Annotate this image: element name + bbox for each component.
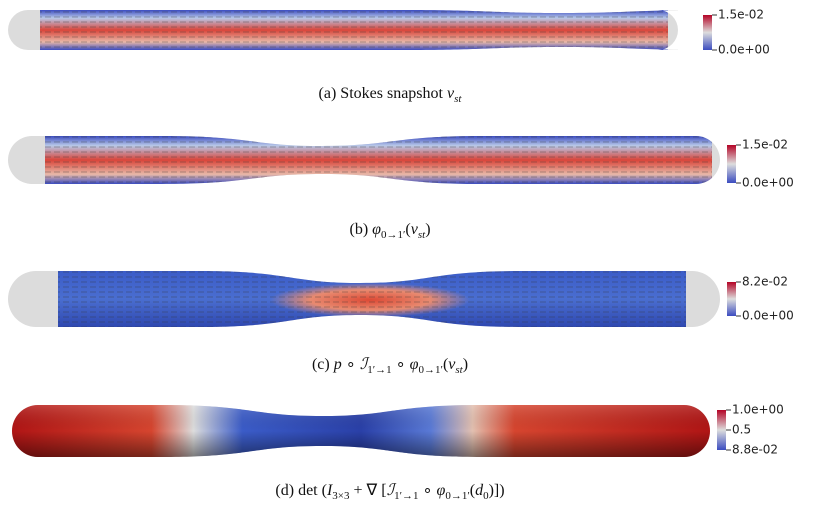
caption-text: 3×3 — [332, 490, 350, 503]
caption-text: I — [326, 482, 333, 499]
caption-text: φ — [436, 482, 446, 499]
caption-text: ∘ — [418, 482, 437, 499]
colorbar-label: 1.5e-02 — [718, 8, 764, 22]
colorbar — [727, 282, 736, 316]
colorbar-label: 1.0e+00 — [732, 403, 784, 417]
colorbar-label: 1.5e-02 — [742, 138, 788, 152]
vessel — [8, 10, 678, 50]
caption-text: ) — [425, 221, 431, 238]
caption-text: st — [454, 93, 462, 106]
caption: (b) φ0→1′(vst) — [0, 221, 780, 241]
caption-text: v — [448, 356, 456, 373]
caption-text: (b) — [349, 221, 373, 238]
caption-text: ) — [462, 356, 469, 373]
caption-text: φ — [409, 356, 419, 373]
caption-text: ( — [405, 221, 411, 238]
caption-text: ∘ — [391, 356, 410, 373]
caption-text: st — [455, 364, 463, 377]
colorbar — [703, 15, 712, 50]
caption-text: ℐ — [359, 356, 368, 373]
glyphs — [45, 136, 712, 184]
caption-text: v — [410, 221, 418, 238]
caption-text: )]) — [488, 482, 505, 499]
vessel — [8, 136, 720, 184]
colorbar-label: 0.0e+00 — [742, 309, 794, 323]
caption-text: φ — [372, 221, 381, 238]
caption-text: d — [475, 482, 484, 499]
caption-text: ℐ — [386, 482, 395, 499]
glyphs — [58, 271, 686, 327]
caption-text: 0 — [483, 490, 489, 503]
panel: 1.0e+00 0.5 8.8e-02 — [12, 403, 784, 457]
caption: (c) p ∘ ℐ1′→1 ∘ φ0→1′(vst) — [0, 354, 780, 376]
colorbar — [727, 145, 736, 183]
caption-text: 0→1′ — [445, 490, 470, 503]
caption-text: + ∇ [ — [349, 482, 387, 499]
panel: 1.5e-02 0.0e+00 — [8, 136, 794, 190]
caption-text: 0→1′ — [418, 364, 443, 377]
caption-text: ( — [442, 356, 449, 373]
caption-text: (a) Stokes snapshot — [318, 85, 447, 102]
colorbar-label: 0.0e+00 — [742, 176, 794, 190]
vessel — [12, 405, 710, 457]
caption: (a) Stokes snapshot vst — [0, 85, 780, 105]
caption-text: p — [333, 356, 342, 373]
vessel — [8, 271, 720, 327]
caption-text: 1′→1 — [367, 364, 392, 377]
caption-text: 1′→1 — [394, 490, 419, 503]
caption-text: st — [417, 229, 426, 242]
shading — [12, 405, 710, 457]
colorbar-label: 8.8e-02 — [732, 443, 778, 457]
panel: 1.5e-02 0.0e+00 — [8, 8, 770, 57]
caption-text: (d) det ( — [275, 482, 327, 499]
caption-text: (c) — [311, 356, 334, 373]
colorbar — [717, 410, 726, 450]
caption-text: ∘ — [341, 356, 360, 373]
caption-text: 0→1′ — [381, 229, 406, 242]
colorbar-label: 0.5 — [732, 423, 751, 437]
colorbar-label: 8.2e-02 — [742, 275, 788, 289]
caption: (d) det (I3×3 + ∇ [ℐ1′→1 ∘ φ0→1′(d0)]) — [0, 480, 780, 502]
caption-text: ( — [469, 482, 476, 499]
glyphs — [40, 10, 668, 50]
colorbar-label: 0.0e+00 — [718, 43, 770, 57]
caption-text: v — [446, 85, 455, 102]
panel: 8.2e-02 0.0e+00 — [8, 271, 794, 327]
